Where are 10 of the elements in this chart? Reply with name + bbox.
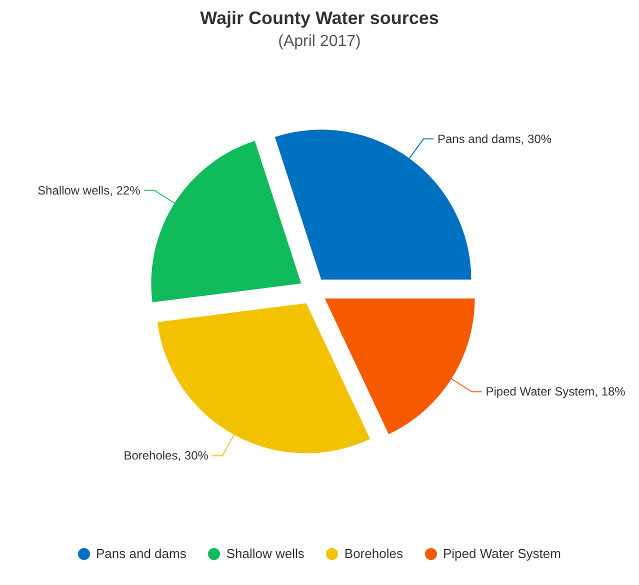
- legend-label: Boreholes: [344, 546, 403, 561]
- data-label: Shallow wells, 22%: [38, 183, 141, 198]
- legend-label: Pans and dams: [96, 546, 186, 561]
- data-label: Pans and dams, 30%: [438, 132, 552, 146]
- chart-title: Wajir County Water sources: [199, 8, 440, 29]
- legend-label: Shallow wells: [226, 546, 304, 561]
- legend-label: Piped Water System: [442, 546, 561, 561]
- data-label: Boreholes, 30%: [124, 448, 209, 463]
- chart-subtitle: (April 2017): [277, 33, 362, 51]
- data-label: Piped Water System, 18%: [486, 384, 626, 399]
